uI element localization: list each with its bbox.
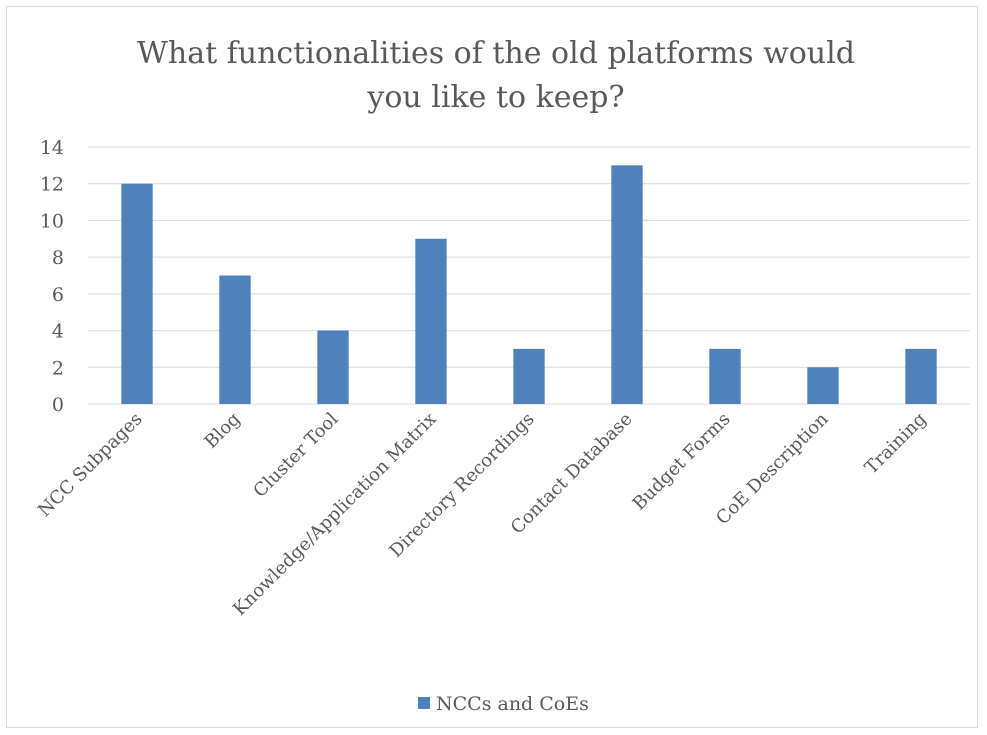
legend-swatch	[418, 697, 430, 709]
bar	[513, 348, 545, 404]
y-tick-label: 8	[52, 247, 64, 269]
y-tick-label: 2	[52, 357, 64, 379]
bar	[905, 348, 937, 404]
y-tick-label: 10	[40, 210, 64, 232]
x-category-label: Blog	[200, 409, 244, 453]
bar	[709, 348, 741, 404]
x-category-label: Cluster Tool	[249, 409, 342, 502]
x-category-label: Budget Forms	[629, 409, 735, 515]
y-tick-label: 0	[52, 394, 64, 416]
y-tick-label: 4	[52, 321, 64, 343]
chart-title-line-2: you like to keep?	[366, 80, 624, 115]
bar	[415, 238, 447, 404]
x-axis: NCC Subpages Blog Cluster ToolKnowledge/Ap…	[34, 408, 931, 620]
y-tick-label: 14	[40, 137, 64, 159]
legend: NCCs and CoEs	[418, 693, 589, 715]
bar	[317, 330, 349, 404]
bar	[611, 165, 643, 404]
bar	[121, 183, 153, 404]
legend-label: NCCs and CoEs	[436, 693, 589, 715]
bars	[121, 165, 937, 404]
x-category-label: Knowledge/Application Matrix	[229, 409, 440, 620]
bar	[219, 275, 251, 404]
x-category-label: NCC Subpages	[34, 409, 147, 522]
bar	[807, 367, 839, 404]
chart-title-line-1: What functionalities of the old platform…	[137, 36, 855, 71]
y-axis: 0 2 4 6 8 10 12 14	[40, 137, 64, 416]
x-category-label: Training	[861, 409, 931, 479]
y-tick-label: 12	[40, 174, 64, 196]
y-tick-label: 6	[52, 284, 64, 306]
